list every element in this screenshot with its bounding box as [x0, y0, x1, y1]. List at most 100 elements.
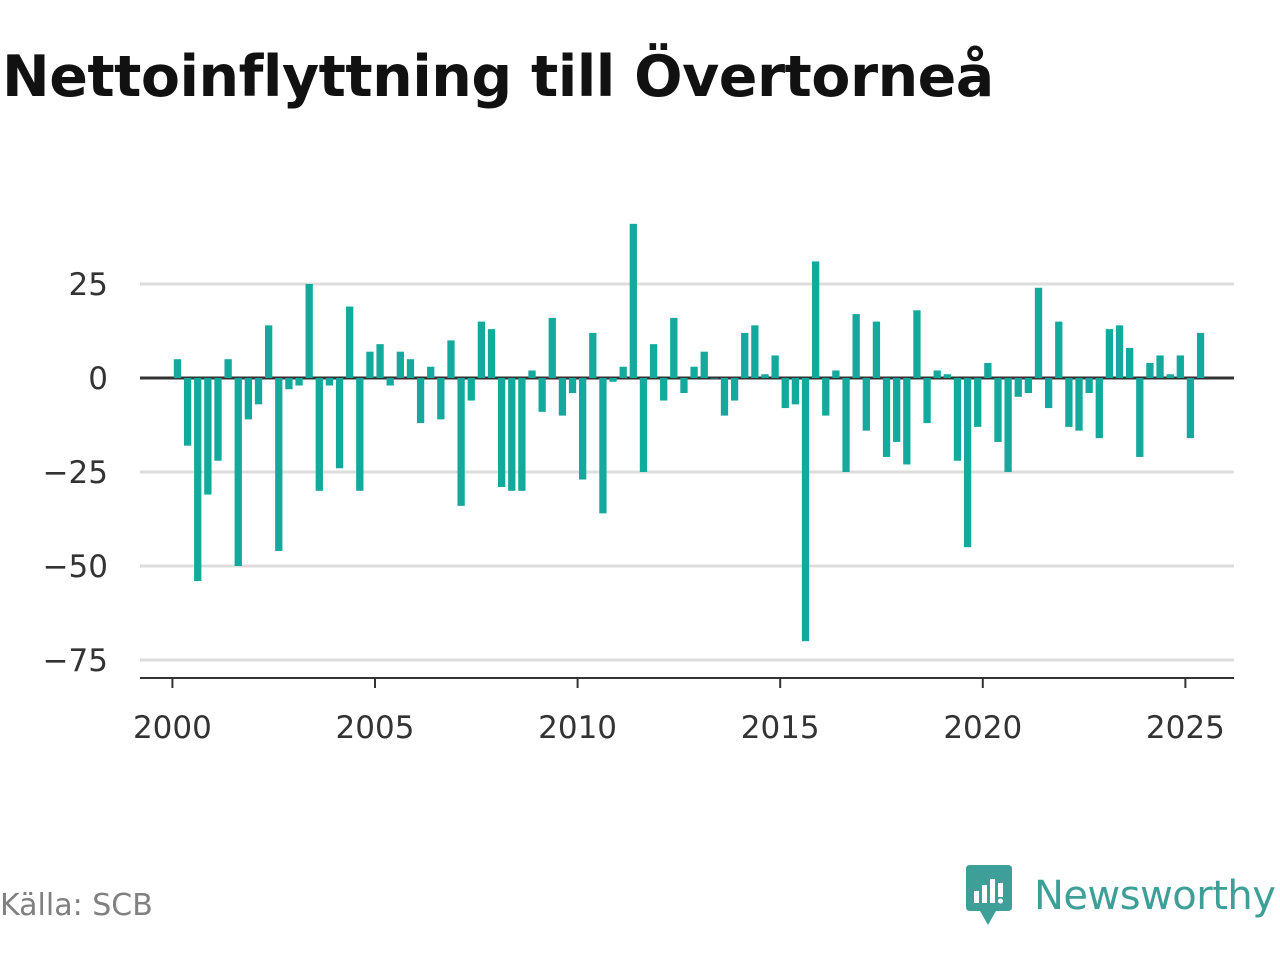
bar [660, 378, 668, 401]
x-tick-label: 2005 [336, 710, 415, 746]
bar [670, 317, 678, 378]
bar [963, 378, 972, 548]
bar [903, 378, 911, 465]
bar [335, 378, 344, 469]
bar [305, 284, 313, 378]
bar [629, 223, 637, 378]
bar [953, 378, 962, 461]
brand-logo: Newsworthy [964, 864, 1276, 928]
x-tick-label: 2015 [741, 710, 820, 746]
bar [477, 321, 486, 378]
bar [801, 378, 810, 642]
bar [214, 378, 222, 461]
x-axis: 2000 2005 2010 2015 2020 2025 [133, 677, 1234, 746]
bar [974, 378, 982, 427]
bar [224, 359, 232, 378]
bar [173, 359, 182, 378]
bar [538, 378, 546, 412]
bar [872, 321, 881, 378]
bar [700, 351, 708, 378]
bar [1095, 378, 1103, 439]
bar [386, 378, 394, 386]
bar [771, 355, 779, 378]
bar [1136, 378, 1144, 457]
bar [1156, 355, 1164, 378]
page-title: Nettoinflyttning till Övertorneå [2, 44, 994, 110]
bar [183, 378, 192, 446]
bar [680, 378, 688, 394]
bar [913, 310, 921, 378]
bar [1044, 378, 1053, 409]
y-axis-ticks: 25 0 −25 −50 −75 [43, 267, 108, 679]
bar [325, 378, 334, 386]
y-tick-label: 25 [69, 267, 108, 303]
bar [852, 314, 860, 378]
bar [264, 325, 273, 378]
bar [933, 370, 941, 378]
bar [346, 306, 354, 378]
bar [893, 378, 901, 442]
bar [508, 378, 516, 491]
bar [376, 344, 384, 378]
bar [862, 378, 870, 431]
x-tick-label: 2000 [133, 710, 212, 746]
bar [406, 359, 415, 378]
bar [467, 378, 475, 401]
bar [396, 351, 404, 378]
x-tick-label: 2025 [1146, 710, 1225, 746]
bar [1115, 325, 1124, 378]
bar [568, 378, 577, 394]
bar [994, 378, 1002, 442]
bar [1146, 362, 1154, 378]
bar [751, 325, 759, 378]
bar [811, 261, 820, 378]
x-tick-label: 2010 [538, 710, 617, 746]
bar [1075, 378, 1083, 431]
bar [791, 378, 800, 405]
bar [609, 378, 617, 382]
source-note: Källa: SCB [0, 888, 153, 923]
y-tick-label: 0 [88, 361, 108, 397]
newsworthy-logo-icon [966, 865, 1012, 925]
bar [710, 378, 718, 379]
bar [457, 378, 465, 506]
bar [1186, 378, 1195, 439]
bar [781, 378, 789, 409]
bar [599, 378, 607, 514]
bar [295, 378, 303, 386]
bar [1196, 332, 1205, 378]
grid-lines [140, 282, 1234, 662]
bar [437, 378, 445, 420]
bar [558, 378, 567, 416]
bar [356, 378, 364, 491]
bar [1024, 378, 1033, 394]
bar [234, 378, 242, 566]
bar [275, 378, 283, 551]
bar [285, 378, 293, 390]
bar [842, 378, 850, 472]
bar [518, 378, 526, 491]
bar [254, 378, 263, 405]
y-tick-label: −25 [43, 455, 108, 491]
bar [720, 378, 729, 416]
bar-series [173, 223, 1205, 642]
bar [1055, 321, 1063, 378]
bar [730, 378, 739, 401]
bar [690, 366, 698, 378]
bar [1004, 378, 1012, 472]
x-tick-label: 2020 [943, 710, 1022, 746]
bar [741, 332, 749, 378]
bar [528, 370, 536, 378]
bar [1034, 287, 1043, 378]
bar [487, 329, 496, 378]
bar [548, 317, 556, 378]
bar [619, 366, 627, 378]
y-tick-label: −75 [43, 643, 108, 679]
bar [639, 378, 648, 472]
bar [984, 362, 992, 378]
bar [822, 378, 830, 416]
bar [923, 378, 931, 424]
bar [315, 378, 323, 491]
bar [204, 378, 212, 495]
